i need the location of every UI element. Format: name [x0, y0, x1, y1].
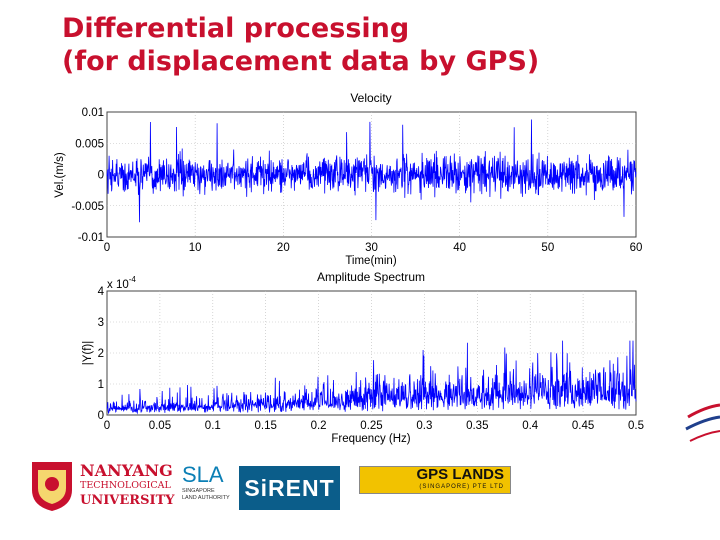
x-tick-label: 20 — [277, 242, 290, 254]
velocity-y-ticks: 0.01 0.005 0 -0.005 -0.01 — [71, 107, 104, 244]
x-tick-label: 0.3 — [416, 420, 432, 432]
sirent-logo-text: SiRENT — [244, 475, 335, 501]
velocity-chart: Velocity 0 10 20 30 40 50 60 0.01 0.005 0 -0.005 -… — [54, 91, 642, 267]
amplitude-y-scale-base: x 10 — [107, 279, 129, 291]
x-tick-label: 0.4 — [522, 420, 539, 432]
y-tick-label: 0 — [98, 410, 104, 422]
amplitude-x-axis-label: Frequency (Hz) — [331, 433, 410, 445]
sponsor-logos: NANYANG TECHNOLOGICAL UNIVERSITY SLA SIN… — [30, 460, 530, 515]
x-tick-label: 0.45 — [572, 420, 594, 432]
sla-logo: SLA SINGAPORE LAND AUTHORITY — [182, 462, 234, 514]
y-tick-label: 1 — [98, 379, 104, 391]
velocity-series-line — [106, 119, 637, 223]
y-tick-label: 4 — [98, 286, 105, 298]
sla-logo-text: SLA — [182, 462, 224, 487]
x-tick-label: 30 — [365, 242, 378, 254]
y-tick-label: -0.01 — [78, 232, 104, 244]
velocity-chart-title: Velocity — [350, 91, 391, 105]
gps-lands-logo-subtext: (SINGAPORE) PTE LTD — [419, 484, 504, 490]
y-tick-label: 0.005 — [75, 138, 104, 150]
x-tick-label: 0.25 — [360, 420, 382, 432]
amplitude-y-scale: x 10-4 — [107, 275, 136, 291]
ntu-logo: NANYANG TECHNOLOGICAL UNIVERSITY — [80, 462, 176, 514]
velocity-gridlines — [107, 112, 636, 237]
sla-logo-subtext: SINGAPORE LAND AUTHORITY — [182, 488, 230, 501]
x-tick-label: 0.2 — [311, 420, 327, 432]
y-tick-label: 2 — [98, 348, 104, 360]
y-tick-label: 0.01 — [82, 107, 104, 119]
amplitude-chart: Amplitude Spectrum x 10-4 0 0.05 0.1 0.15 0.… — [82, 270, 644, 445]
ntu-logo-line3: UNIVERSITY — [80, 493, 175, 508]
charts-figure: Velocity 0 10 20 30 40 50 60 0.010.0050-0.005-… — [54, 91, 644, 445]
y-tick-label: 3 — [98, 317, 104, 329]
x-tick-label: 0.05 — [149, 420, 171, 432]
velocity-x-axis-label: Time(min) — [345, 255, 396, 267]
slide-title-line2: (for displacement data by GPS) — [62, 46, 540, 77]
sirent-logo: SiRENT — [239, 466, 340, 510]
slide-title: Differential processing (for displacemen… — [62, 12, 539, 78]
x-tick-label: 0 — [104, 242, 110, 254]
x-tick-label: 10 — [189, 242, 202, 254]
x-tick-label: 50 — [541, 242, 554, 254]
velocity-y-axis-label: Vel.(m/s) — [54, 152, 66, 198]
ntu-crest-icon — [32, 462, 72, 511]
x-tick-label: 0.35 — [466, 420, 488, 432]
x-tick-label: 0 — [104, 420, 110, 432]
ntu-logo-line2: TECHNOLOGICAL — [80, 480, 171, 491]
gps-lands-logo-text: GPS LANDS — [416, 466, 504, 483]
amplitude-y-ticks: 4 3 2 1 0 — [98, 286, 105, 422]
amplitude-series-line — [106, 340, 637, 415]
amplitude-chart-title: Amplitude Spectrum — [317, 270, 425, 284]
gps-lands-logo: GPS LANDS (SINGAPORE) PTE LTD — [359, 466, 511, 494]
y-tick-label: 0 — [98, 170, 104, 182]
x-tick-label: 0.5 — [628, 420, 644, 432]
amplitude-x-ticks: 0 0.05 0.1 0.15 0.2 0.25 0.3 0.35 0.4 0.45 0.5 — [104, 420, 644, 432]
x-tick-label: 0.1 — [205, 420, 221, 432]
amplitude-y-scale-exponent: -4 — [129, 275, 137, 284]
y-tick-label: -0.005 — [71, 201, 104, 213]
amplitude-gridlines — [107, 291, 636, 415]
slide-title-line1: Differential processing — [62, 13, 410, 44]
corner-swoosh-decoration — [685, 403, 720, 442]
x-tick-label: 40 — [453, 242, 466, 254]
x-tick-label: 0.15 — [255, 420, 277, 432]
velocity-x-ticks: 0 10 20 30 40 50 60 — [104, 242, 643, 254]
ntu-logo-line1: NANYANG — [80, 461, 173, 480]
x-tick-label: 60 — [630, 242, 643, 254]
amplitude-y-axis-label: |Y(f)| — [82, 341, 94, 366]
